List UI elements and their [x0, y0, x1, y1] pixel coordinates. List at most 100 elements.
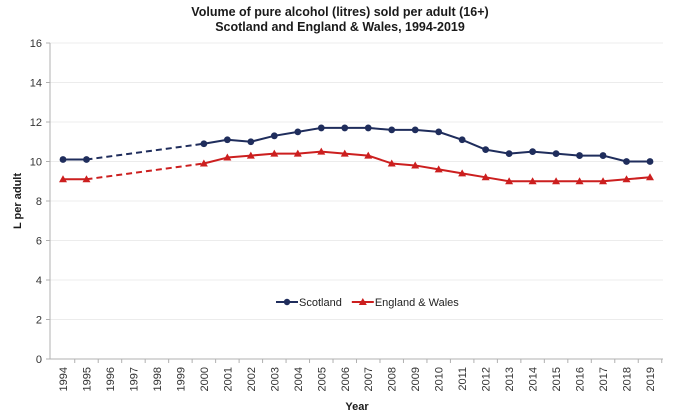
series-line-segment — [250, 134, 275, 143]
data-point — [552, 177, 561, 185]
data-point — [411, 161, 420, 169]
y-tick-label: 6 — [36, 236, 42, 248]
data-point — [59, 156, 67, 163]
series-line-segment — [485, 148, 510, 155]
data-point — [505, 150, 513, 158]
y-tick-label: 8 — [36, 196, 42, 208]
x-tick-label: 2005 — [316, 367, 328, 391]
series-line-segment — [297, 126, 322, 133]
data-point — [317, 147, 326, 155]
data-point — [82, 175, 91, 183]
series-line-segment — [391, 162, 416, 167]
data-point — [223, 136, 231, 144]
x-tick-label: 2001 — [222, 367, 234, 391]
x-tick-label: 2019 — [645, 367, 657, 391]
series-line-segment — [438, 168, 463, 175]
data-point — [293, 149, 302, 157]
data-point — [317, 124, 325, 132]
legend: Scotland England & Wales — [276, 297, 459, 309]
x-tick-label: 1998 — [152, 367, 164, 391]
data-point — [200, 140, 208, 148]
series-group — [59, 124, 654, 185]
data-point — [247, 138, 255, 146]
data-point — [458, 169, 467, 177]
data-point — [599, 152, 607, 159]
x-axis-label: Year — [345, 401, 369, 413]
data-point — [388, 126, 396, 134]
data-point — [599, 177, 608, 185]
chart-subtitle: Scotland and England & Wales, 1994-2019 — [215, 20, 465, 34]
series-line-segment — [438, 130, 463, 141]
series-line-segment — [274, 130, 298, 137]
series-line-segment — [297, 150, 322, 155]
series-dashed-segment — [86, 142, 205, 161]
series-line-segment — [344, 152, 369, 157]
x-tick-label: 1994 — [58, 367, 70, 391]
data-point — [83, 156, 90, 163]
x-tick-label: 2018 — [622, 367, 634, 391]
x-tick-label: 2003 — [269, 367, 281, 391]
y-tick-label: 16 — [30, 38, 42, 50]
data-point — [505, 177, 514, 185]
y-tick-label: 14 — [30, 78, 42, 90]
series-line-segment — [227, 154, 251, 159]
data-point — [340, 149, 349, 157]
data-point — [552, 150, 560, 158]
data-point — [481, 173, 490, 181]
y-tick-label: 10 — [30, 157, 42, 169]
data-point — [529, 148, 536, 156]
series-line-segment — [203, 156, 228, 165]
legend-label: England & Wales — [375, 297, 459, 309]
y-axis-ticks: 0 2 4 6 8 10 12 14 16 — [30, 38, 50, 366]
series-line-segment — [626, 176, 651, 181]
data-point — [434, 165, 443, 173]
x-tick-label: 2009 — [410, 367, 422, 391]
data-point — [270, 149, 279, 157]
series-line-segment — [227, 138, 251, 143]
series-england-wales — [59, 147, 654, 185]
data-point — [246, 151, 255, 159]
series-line-segment — [555, 152, 580, 157]
data-point — [411, 126, 419, 134]
data-point — [646, 173, 654, 181]
x-tick-label: 2015 — [551, 367, 563, 391]
data-point — [576, 152, 583, 159]
data-point — [199, 159, 208, 167]
series-scotland — [59, 124, 654, 165]
x-tick-label: 1996 — [105, 367, 117, 391]
series-line-segment — [485, 176, 510, 183]
data-point — [270, 132, 278, 140]
series-line-segment — [532, 150, 557, 155]
x-tick-label: 2017 — [598, 367, 610, 391]
series-line-segment — [509, 150, 533, 155]
data-point — [59, 175, 67, 183]
series-line-segment — [321, 150, 345, 155]
data-point — [646, 158, 654, 165]
x-tick-label: 2013 — [504, 367, 516, 391]
x-tick-label: 2004 — [293, 367, 305, 391]
data-point — [458, 136, 466, 144]
y-tick-label: 12 — [30, 117, 42, 129]
y-axis-label: L per adult — [12, 173, 24, 229]
y-tick-label: 4 — [36, 275, 42, 287]
x-tick-label: 2012 — [481, 367, 493, 391]
legend-item: England & Wales — [351, 297, 459, 309]
series-line-segment — [250, 152, 275, 157]
series-line-segment — [415, 164, 439, 171]
data-point — [528, 177, 537, 185]
y-tick-label: 2 — [36, 315, 42, 327]
data-point — [294, 128, 302, 136]
x-tick-label: 2010 — [434, 367, 446, 391]
data-point — [575, 177, 584, 185]
x-tick-label: 2000 — [199, 367, 211, 391]
x-tick-label: 2008 — [387, 367, 399, 391]
series-line-segment — [368, 126, 392, 131]
series-line-segment — [367, 154, 393, 165]
legend-label: Scotland — [299, 297, 342, 309]
x-tick-label: 1999 — [175, 367, 187, 391]
data-point — [364, 151, 373, 159]
series-line-segment — [461, 138, 487, 151]
x-tick-label: 1997 — [128, 367, 140, 391]
series-line-segment — [461, 172, 486, 179]
